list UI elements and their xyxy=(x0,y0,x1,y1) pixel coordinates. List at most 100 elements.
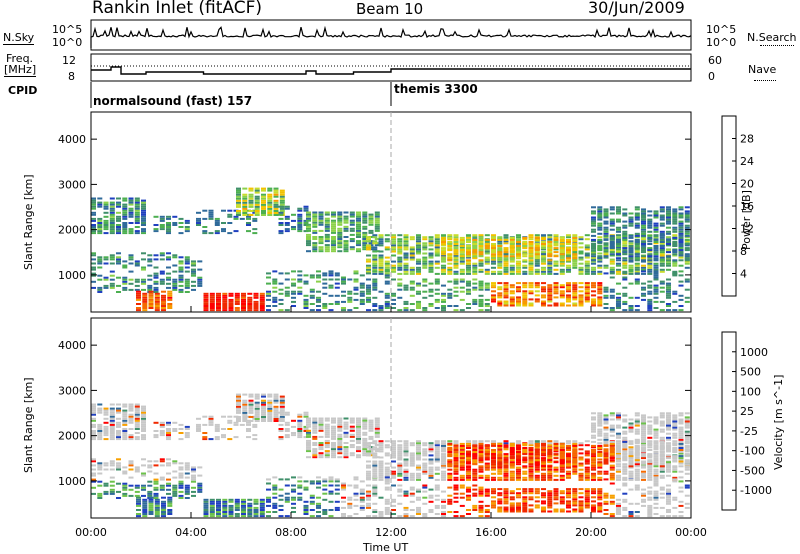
velocity-cell xyxy=(409,444,415,447)
power-cell xyxy=(356,236,361,238)
power-cell xyxy=(341,280,346,283)
velocity-cell xyxy=(103,484,109,487)
power-cell xyxy=(553,288,559,291)
velocity-cell xyxy=(266,511,271,513)
velocity-cell xyxy=(503,470,509,473)
velocity-cell xyxy=(154,511,160,513)
velocity-cell xyxy=(559,442,565,445)
velocity-cell xyxy=(428,450,434,453)
velocity-cell xyxy=(616,478,621,481)
velocity-cell xyxy=(653,447,659,449)
power-cell xyxy=(236,199,241,202)
power-cell xyxy=(541,304,546,307)
power-cell xyxy=(534,294,540,297)
power-cell xyxy=(242,199,248,202)
power-cell xyxy=(161,294,166,297)
power-cell xyxy=(159,226,165,228)
velocity-cell xyxy=(242,418,248,420)
power-cell xyxy=(97,217,103,220)
velocity-cell xyxy=(161,515,166,518)
power-cell xyxy=(584,272,590,275)
power-cell xyxy=(603,214,609,217)
power-cell xyxy=(233,217,239,220)
power-cell xyxy=(142,298,148,301)
power-cell xyxy=(343,229,349,232)
power-cell xyxy=(491,247,496,250)
velocity-cell xyxy=(148,511,154,513)
velocity-cell xyxy=(247,511,253,513)
power-cell xyxy=(641,249,646,252)
power-cell xyxy=(178,284,184,287)
velocity-cell xyxy=(616,476,621,479)
power-cell xyxy=(109,284,115,287)
power-cell xyxy=(422,252,428,255)
power-cell xyxy=(653,268,659,271)
power-cell xyxy=(503,264,509,267)
velocity-cell xyxy=(353,494,359,497)
velocity-cell xyxy=(227,421,233,424)
power-cell xyxy=(343,227,349,230)
velocity-cell xyxy=(331,425,336,428)
power-cell xyxy=(672,262,678,265)
velocity-cell xyxy=(331,417,336,420)
power-cell xyxy=(422,264,428,267)
velocity-cell xyxy=(341,513,346,515)
power-cell xyxy=(391,298,396,301)
power-cell xyxy=(409,252,415,255)
power-cell xyxy=(509,300,515,303)
power-cell xyxy=(622,260,628,263)
velocity-cell xyxy=(403,472,409,475)
power-cell xyxy=(397,268,403,271)
power-cell xyxy=(572,302,578,305)
power-cell xyxy=(391,254,396,257)
power-cell xyxy=(441,300,446,303)
power-cell xyxy=(403,240,409,243)
power-cell xyxy=(272,278,278,281)
velocity-cell xyxy=(116,432,121,434)
power-cell xyxy=(603,307,609,309)
velocity-cell xyxy=(159,484,165,487)
power-cell xyxy=(628,309,634,312)
velocity-cell xyxy=(628,451,634,453)
velocity-cell xyxy=(453,476,459,479)
power-cell xyxy=(403,268,409,271)
power-cell xyxy=(191,264,196,267)
velocity-cell xyxy=(503,442,509,445)
power-cell xyxy=(553,304,559,307)
power-cell xyxy=(578,302,584,305)
power-cell xyxy=(322,305,328,307)
power-cell xyxy=(459,290,465,293)
velocity-cell xyxy=(374,425,380,428)
power-cell xyxy=(409,266,415,269)
velocity-cell xyxy=(297,430,303,432)
power-cell xyxy=(603,286,609,289)
velocity-cell xyxy=(184,432,190,434)
velocity-cell xyxy=(254,407,260,410)
power-cell xyxy=(303,280,309,283)
power-cell xyxy=(584,260,590,263)
velocity-cell xyxy=(647,432,653,435)
power-cell xyxy=(303,303,309,305)
power-cell xyxy=(591,247,596,250)
power-cell xyxy=(272,305,278,307)
power-cell xyxy=(466,266,471,269)
velocity-cell xyxy=(378,442,384,445)
power-cell xyxy=(216,296,221,299)
power-cell xyxy=(628,249,634,252)
velocity-cell xyxy=(522,470,528,473)
velocity-cell xyxy=(616,424,621,427)
velocity-cell xyxy=(628,463,634,466)
velocity-cell xyxy=(522,472,528,475)
power-cell xyxy=(459,260,465,263)
power-cell xyxy=(634,214,640,217)
power-cell xyxy=(322,278,328,281)
power-cell xyxy=(547,241,553,243)
velocity-cell xyxy=(128,413,134,416)
velocity-cell xyxy=(422,468,428,471)
power-cell xyxy=(497,236,503,239)
velocity-cell xyxy=(216,515,221,518)
velocity-cell xyxy=(343,427,349,430)
velocity-cell xyxy=(278,423,284,426)
velocity-cell xyxy=(628,466,634,469)
velocity-cell xyxy=(134,466,140,469)
